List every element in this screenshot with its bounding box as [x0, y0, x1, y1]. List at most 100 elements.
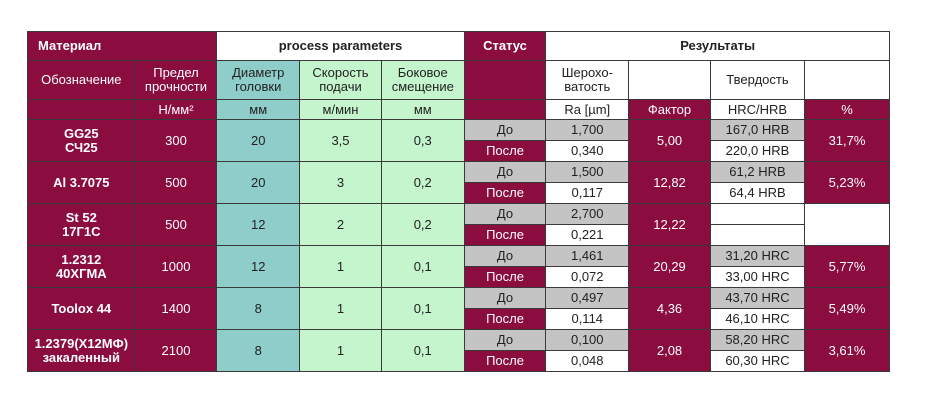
hardness-after [709, 224, 806, 246]
roughness-before: 1,461 [545, 245, 630, 267]
strength-value: 2100 [134, 329, 218, 372]
roughness-before: 1,700 [545, 119, 630, 141]
status-before: До [463, 119, 547, 141]
material-name: 1.2379(Х12МФ) закаленный [27, 329, 136, 372]
material-header: Материал [26, 31, 218, 61]
roughness-before: 0,497 [545, 287, 630, 309]
material-name-line: Toolox 44 [51, 300, 112, 316]
material-name: St 52 17Г1С [27, 203, 136, 246]
material-name-line: 1.2312 [61, 251, 102, 267]
percent-value: 31,7% [804, 119, 890, 162]
factor-value: 5,00 [628, 119, 711, 162]
hardness-before: 31,20 HRC [709, 245, 806, 267]
percent-value: 5,49% [804, 287, 890, 330]
table-row: 1.2312 40ХГМА 1000 12 1 0,1 До 1,461 20,29 31,20 … [27, 245, 890, 288]
status-after: После [463, 140, 547, 162]
designation-unit-blank [27, 99, 136, 120]
diameter-value: 8 [216, 287, 301, 330]
table-row: После 0,072 33,00 HRC [28, 266, 890, 288]
material-name: Toolox 44 [27, 287, 136, 330]
hardness-after: 46,10 HRC [709, 308, 806, 330]
strength-value: 1000 [134, 245, 218, 288]
status-after: После [463, 308, 547, 330]
material-name-line: GG25 [63, 125, 99, 141]
table-row: После 0,114 46,10 HRC [28, 308, 890, 330]
table-row: St 52 17Г1С 500 12 2 0,2 До 2,700 12,22 [27, 203, 890, 246]
hardness-after: 64,4 HRB [709, 182, 806, 204]
material-name: Al 3.7075 [27, 161, 136, 204]
hardness-before: 61,2 HRB [709, 161, 806, 183]
table-row: После 0,048 60,30 HRC [28, 350, 890, 372]
diameter-value: 20 [216, 119, 301, 162]
status-before: До [463, 287, 547, 309]
offset-value: 0,1 [380, 287, 465, 330]
hardness-before: 58,20 HRC [709, 329, 806, 351]
hardness-after: 60,30 HRC [709, 350, 806, 372]
material-name-line: 40ХГМА [55, 265, 107, 281]
offset-value: 0,1 [380, 245, 465, 288]
diameter-unit: мм [216, 99, 301, 120]
offset-value: 0,3 [380, 119, 465, 162]
offset-value: 0,2 [380, 203, 465, 246]
material-name: GG25 СЧ25 [27, 119, 136, 162]
diameter-value: 20 [216, 161, 301, 204]
material-name-line: Al 3.7075 [53, 174, 110, 190]
factor-subheader-blank [628, 60, 711, 100]
results-table: Материал process parameters Статус Резул… [26, 31, 890, 372]
feed-header: Скорость подачи [299, 60, 382, 100]
roughness-before: 0,100 [545, 329, 630, 351]
strength-value: 500 [134, 161, 218, 204]
roughness-before: 2,700 [545, 203, 630, 225]
designation-header: Обозначение [27, 60, 136, 100]
table-row: Toolox 44 1400 8 1 0,1 До 0,497 4,36 43,70 HRC 5,… [27, 287, 890, 330]
feed-value: 3,5 [299, 119, 382, 162]
offset-unit: мм [380, 99, 465, 120]
table-row: После 0,340 220,0 HRB [28, 140, 890, 162]
status-before: До [463, 161, 547, 183]
factor-unit: Фактор [628, 99, 711, 120]
diameter-value: 12 [216, 245, 301, 288]
factor-value: 12,22 [628, 203, 711, 246]
roughness-after: 0,340 [545, 140, 630, 162]
status-after: После [463, 182, 547, 204]
hardness-after: 220,0 HRB [709, 140, 806, 162]
roughness-after: 0,048 [545, 350, 630, 372]
status-subheader-blank [463, 60, 547, 100]
percent-unit: % [804, 99, 890, 120]
status-unit-blank [463, 99, 547, 120]
percent-value: 5,23% [804, 161, 890, 204]
hardness-after: 33,00 HRC [709, 266, 806, 288]
status-after: После [463, 224, 547, 246]
status-before: До [463, 203, 547, 225]
offset-value: 0,2 [380, 161, 465, 204]
hardness-before [709, 203, 806, 225]
roughness-before: 1,500 [545, 161, 630, 183]
status-header: Статус [463, 31, 547, 61]
offset-value: 0,1 [380, 329, 465, 372]
status-after: После [463, 266, 547, 288]
roughness-unit: Ra [µm] [545, 99, 630, 120]
table-row: После 0,117 64,4 HRB [28, 182, 890, 204]
results-header: Результаты [545, 31, 890, 61]
percent-value [804, 203, 890, 246]
feed-value: 1 [299, 287, 382, 330]
roughness-after: 0,117 [545, 182, 630, 204]
material-name-line: СЧ25 [64, 139, 98, 155]
roughness-after: 0,114 [545, 308, 630, 330]
table-row: 1.2379(Х12МФ) закаленный 2100 8 1 0,1 До 0,100 2… [27, 329, 890, 372]
hardness-header: Твердость [709, 60, 806, 100]
strength-value: 300 [134, 119, 218, 162]
roughness-after: 0,072 [545, 266, 630, 288]
table-row: Al 3.7075 500 20 3 0,2 До 1,500 12,82 61,2 HRB 5,… [27, 161, 890, 204]
strength-value: 1400 [134, 287, 218, 330]
material-name-line: 1.2379(Х12МФ) [34, 335, 129, 351]
factor-value: 20,29 [628, 245, 711, 288]
status-before: До [463, 245, 547, 267]
material-name-line: 17Г1С [62, 223, 101, 239]
process-parameters-header: process parameters [216, 31, 465, 61]
feed-unit: м/мин [299, 99, 382, 120]
factor-value: 2,08 [628, 329, 711, 372]
hardness-unit: HRC/HRB [709, 99, 806, 120]
diameter-value: 12 [216, 203, 301, 246]
percent-value: 5,77% [804, 245, 890, 288]
